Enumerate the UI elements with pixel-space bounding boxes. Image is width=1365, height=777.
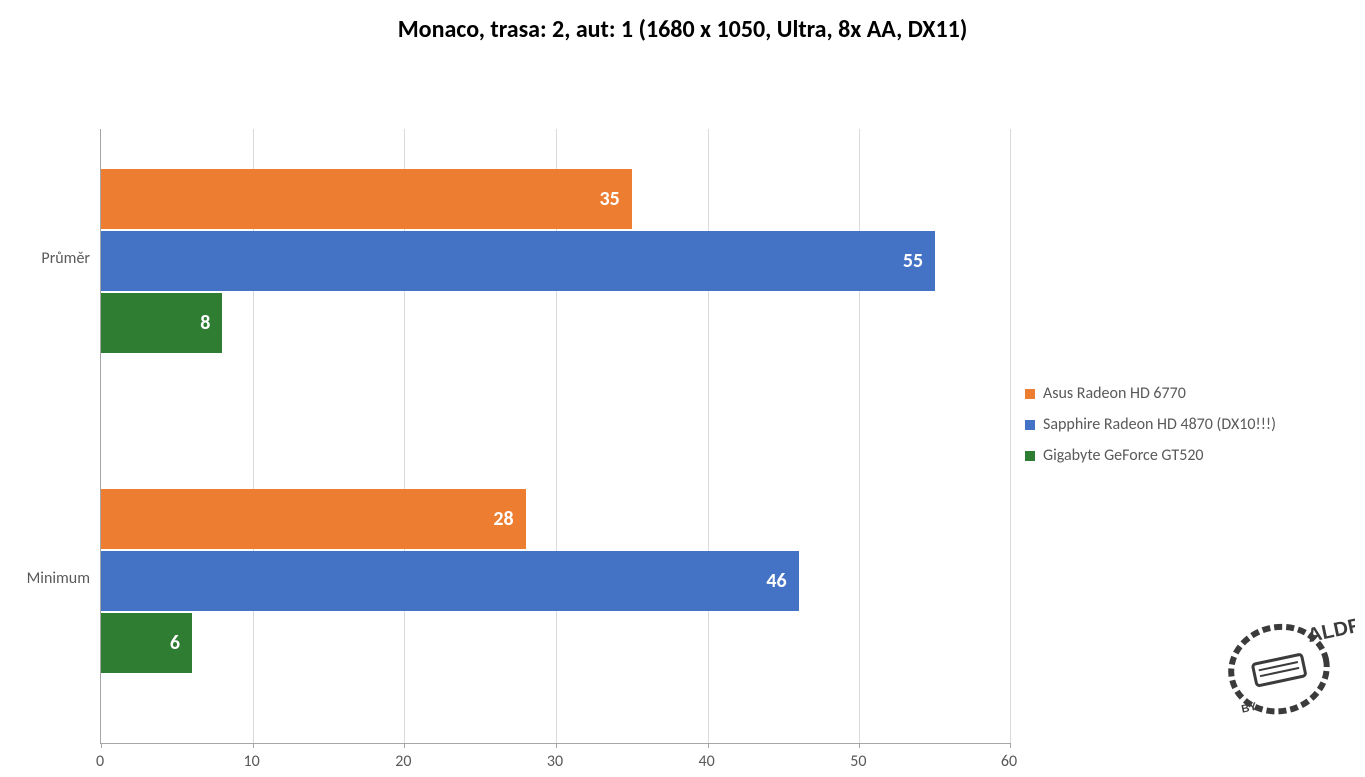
legend-swatch bbox=[1025, 420, 1035, 430]
x-tick: 60 bbox=[1001, 752, 1017, 771]
tick-mark bbox=[708, 743, 709, 748]
plot-area: 35 55 8 28 46 6 bbox=[100, 129, 1010, 744]
bar-sapphire-minimum: 46 bbox=[101, 551, 799, 611]
x-tick: 30 bbox=[547, 752, 563, 771]
legend-label: Gigabyte GeForce GT520 bbox=[1043, 446, 1204, 465]
svg-text:BY: BY bbox=[1240, 701, 1258, 716]
x-tick: 20 bbox=[395, 752, 411, 771]
bar-value-label: 8 bbox=[200, 311, 210, 335]
legend: Asus Radeon HD 6770 Sapphire Radeon HD 4… bbox=[1025, 384, 1276, 477]
legend-swatch bbox=[1025, 451, 1035, 461]
bar-gigabyte-minimum: 6 bbox=[101, 613, 192, 673]
legend-item-gigabyte: Gigabyte GeForce GT520 bbox=[1025, 446, 1276, 465]
bar-value-label: 28 bbox=[493, 507, 513, 531]
legend-item-sapphire: Sapphire Radeon HD 4870 (DX10!!!) bbox=[1025, 415, 1276, 434]
gridline bbox=[1010, 129, 1011, 743]
svg-text:ALDR: ALDR bbox=[1306, 614, 1355, 647]
tick-mark bbox=[556, 743, 557, 748]
legend-label: Sapphire Radeon HD 4870 (DX10!!!) bbox=[1043, 415, 1276, 434]
legend-label: Asus Radeon HD 6770 bbox=[1043, 384, 1186, 403]
tick-mark bbox=[253, 743, 254, 748]
tick-mark bbox=[404, 743, 405, 748]
tick-mark bbox=[101, 743, 102, 748]
bar-asus-minimum: 28 bbox=[101, 489, 526, 549]
legend-swatch bbox=[1025, 389, 1035, 399]
bar-sapphire-prumer: 55 bbox=[101, 231, 935, 291]
legend-item-asus: Asus Radeon HD 6770 bbox=[1025, 384, 1276, 403]
bar-value-label: 6 bbox=[170, 631, 180, 655]
bar-value-label: 46 bbox=[766, 569, 786, 593]
tick-mark bbox=[1010, 743, 1011, 748]
bar-value-label: 55 bbox=[903, 249, 923, 273]
bar-gigabyte-prumer: 8 bbox=[101, 293, 222, 353]
watermark-logo: ALDR BY bbox=[1205, 614, 1355, 734]
x-axis: 0 10 20 30 40 50 60 bbox=[100, 752, 1010, 777]
gridline bbox=[708, 129, 709, 743]
x-tick: 10 bbox=[244, 752, 260, 771]
chart-title: Monaco, trasa: 2, aut: 1 (1680 x 1050, U… bbox=[0, 0, 1365, 64]
y-axis-label-minimum: Minimum bbox=[10, 569, 90, 588]
x-tick: 0 bbox=[96, 752, 104, 771]
chart-container: 35 55 8 28 46 6 Průměr Minimum 0 10 bbox=[0, 64, 1365, 744]
x-tick: 40 bbox=[699, 752, 715, 771]
y-axis-label-prumer: Průměr bbox=[10, 249, 90, 268]
bar-value-label: 35 bbox=[600, 187, 620, 211]
tick-mark bbox=[859, 743, 860, 748]
gridline bbox=[859, 129, 860, 743]
bar-asus-prumer: 35 bbox=[101, 169, 632, 229]
x-tick: 50 bbox=[850, 752, 866, 771]
watermark-icon: ALDR BY bbox=[1205, 614, 1355, 734]
